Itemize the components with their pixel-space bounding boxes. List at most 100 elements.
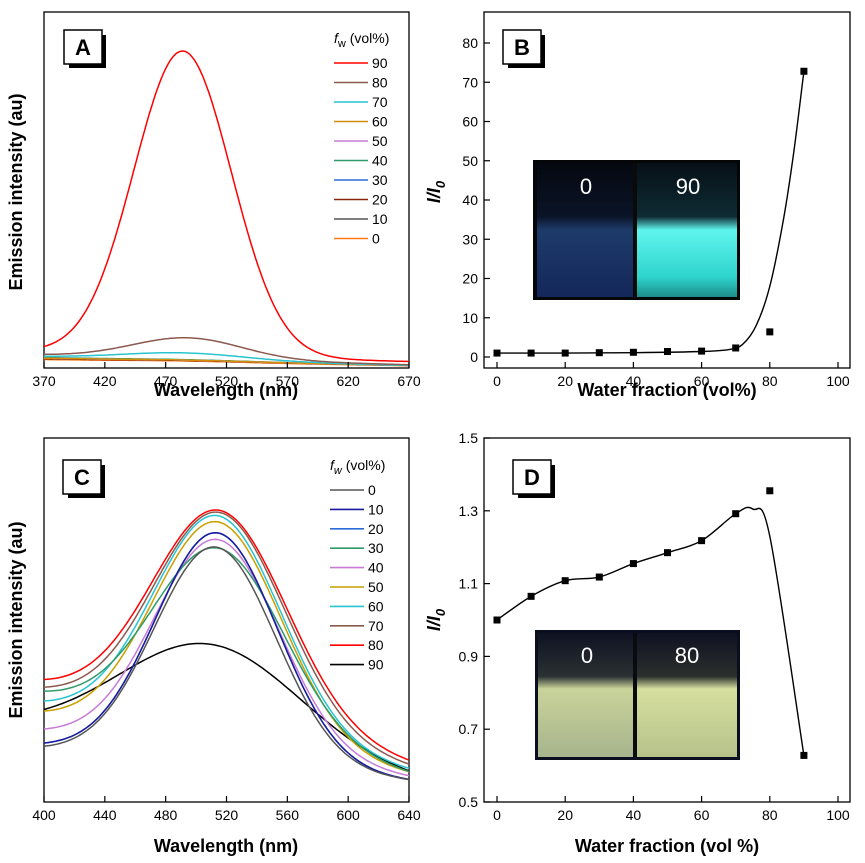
panel-b-point	[561, 349, 569, 357]
panel-b-y-tick-label: 40	[462, 192, 478, 208]
panel-b-y-tick-label: 20	[462, 271, 478, 287]
panel-d-point	[664, 549, 671, 557]
panel-b-point	[698, 347, 706, 355]
panel-a-x-ticks: 370 420 470 520 570 620 670	[32, 362, 421, 389]
panel-d-inset-label-80: 80	[675, 643, 699, 668]
panel-c-letter-box: C	[62, 459, 105, 498]
panel-b-x-tick-label: 100	[826, 373, 850, 389]
panel-c-legend-label-90: 90	[368, 657, 384, 673]
panel-b-y-tick-label: 0	[470, 349, 478, 365]
svg-text:C: C	[74, 465, 90, 490]
panel-b-ticks: 0 20 40 60 80 100 0 10 20 30 40 50 60 70 80	[462, 35, 849, 389]
panel-c-legend-label-60: 60	[368, 598, 384, 614]
panel-c-legend-label-10: 10	[368, 501, 384, 517]
svg-text:D: D	[524, 465, 540, 490]
panel-c-curve-70	[44, 511, 409, 765]
panel-a-x-axis-label: Wavelength (nm)	[154, 380, 298, 400]
panel-c-x-tick-label: 480	[154, 807, 178, 823]
panel-a-legend-label-30: 30	[372, 172, 388, 188]
panel-b-y-tick-label: 60	[462, 114, 478, 130]
panel-c-x-tick-label: 440	[93, 807, 117, 823]
panel-a-x-tick-label: 470	[154, 373, 178, 389]
panel-a-x-tick-label: 370	[32, 373, 56, 389]
panel-c-y-axis-label: Emission intensity (au)	[6, 521, 26, 718]
panel-a-legend-label-0: 0	[372, 231, 380, 247]
panel-b-x-tick-label: 40	[626, 373, 642, 389]
panel-c-curve-40	[44, 538, 409, 777]
panel-b-x-tick-label: 60	[694, 373, 710, 389]
panel-d-point	[595, 573, 603, 581]
panel-d-x-tick-label: 100	[826, 807, 850, 823]
panel-a-legend-label-80: 80	[372, 75, 388, 91]
panel-d-point	[698, 537, 706, 545]
panel-c-legend-label-70: 70	[368, 618, 384, 634]
panel-b-inset-photo: 0 90	[533, 160, 740, 300]
panel-a-x-tick-label: 420	[93, 373, 117, 389]
panel-d-ticks: 0 20 40 60 80 100 0.5 0.7 0.9 1.1 1.3 1.5	[459, 430, 850, 823]
panel-d-y-tick-label: 0.7	[459, 721, 479, 737]
panel-d-point	[493, 616, 501, 624]
panel-b-point	[493, 349, 501, 357]
panel-c-curve-80	[44, 509, 409, 761]
panel-a-curves	[44, 50, 409, 367]
panel-b-axes-frame	[483, 11, 851, 369]
panel-d-point	[800, 751, 808, 759]
panel-d-inset-photo: 0 80	[535, 630, 740, 760]
panel-b-y-axis-label: I/I0	[424, 180, 448, 203]
panel-b-y-tick-label: 70	[462, 74, 478, 90]
panel-d-letter-box: D	[512, 459, 555, 498]
panel-a: 370 420 470 520 570 620 670 Wavelength (nm) Em…	[6, 11, 421, 400]
panel-b-y-tick-label: 80	[462, 35, 478, 51]
panel-b-inset-label-0: 0	[580, 174, 592, 199]
panel-b-point	[664, 348, 671, 356]
panel-b: 0 20 40 60 80 100 0 10 20 30 40 50 60 70 80 0 90 Water…	[424, 11, 851, 400]
panel-c-legend-label-0: 0	[368, 482, 376, 498]
panel-a-legend-title: fw (vol%)	[334, 30, 389, 50]
panel-c: 400 440 480 520 560 600 640 Wavelength (nm) Em…	[6, 437, 421, 856]
panel-a-letter-box: A	[63, 29, 106, 68]
panel-d-point	[732, 510, 740, 518]
panel-c-x-tick-label: 640	[397, 807, 421, 823]
panel-d-y-tick-label: 0.9	[459, 648, 479, 664]
panel-a-legend-label-10: 10	[372, 211, 388, 227]
panel-c-curves	[44, 509, 409, 781]
panel-c-legend-label-40: 40	[368, 560, 384, 576]
panel-d-point	[527, 592, 535, 600]
panel-d-x-tick-label: 40	[626, 807, 642, 823]
panel-c-x-tick-label: 400	[32, 807, 56, 823]
panel-b-point	[629, 348, 637, 356]
panel-d-points	[493, 487, 808, 759]
panel-c-legend-label-50: 50	[368, 579, 384, 595]
panel-c-curve-0	[44, 546, 409, 781]
panel-a-legend-label-50: 50	[372, 133, 388, 149]
panel-a-x-tick-label: 620	[336, 373, 360, 389]
panel-c-x-tick-label: 560	[276, 807, 300, 823]
panel-d-x-tick-label: 0	[493, 807, 501, 823]
panel-a-curve-90	[44, 50, 409, 363]
panel-a-legend-label-40: 40	[372, 153, 388, 169]
panel-b-x-tick-label: 80	[762, 373, 778, 389]
panel-d-x-axis-label: Water fraction (vol %)	[575, 836, 759, 856]
panel-b-point	[595, 349, 603, 357]
panel-d-point	[766, 487, 774, 495]
panel-a-x-tick-label: 520	[215, 373, 239, 389]
panel-a-legend-label-70: 70	[372, 94, 388, 110]
panel-d-x-tick-label: 20	[557, 807, 573, 823]
panel-c-curve-50	[44, 520, 409, 773]
panel-c-legend-label-20: 20	[368, 521, 384, 537]
panel-c-legend: fw (vol%) 0 10 20 30 40 50 60 70 80 90	[330, 457, 385, 673]
panel-c-x-ticks: 400 440 480 520 560 600 640	[32, 796, 421, 823]
panel-a-legend-label-20: 20	[372, 192, 388, 208]
panel-d-y-tick-label: 0.5	[459, 794, 479, 810]
panel-d-point	[629, 560, 637, 568]
panel-b-letter-box: B	[502, 29, 545, 68]
panel-b-y-tick-label: 30	[462, 231, 478, 247]
panel-b-y-tick-label: 10	[462, 310, 478, 326]
panel-a-legend-label-60: 60	[372, 114, 388, 130]
panel-b-points	[493, 67, 808, 357]
panel-b-x-axis-label: Water fraction (vol%)	[577, 380, 756, 400]
panel-c-curve-60	[44, 514, 409, 770]
svg-text:B: B	[514, 35, 530, 60]
panel-c-x-axis-label: Wavelength (nm)	[154, 836, 298, 856]
